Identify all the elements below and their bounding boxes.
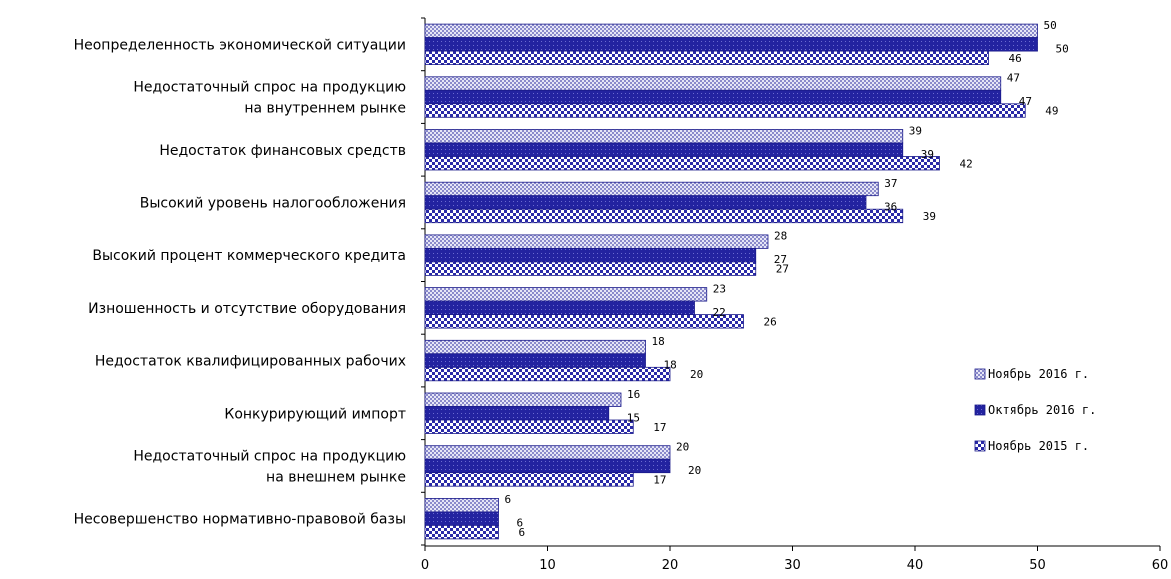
- bars-layer: [424, 23, 1038, 540]
- bar: [424, 525, 499, 540]
- data-label: 15: [627, 411, 640, 424]
- bar: [424, 181, 879, 197]
- data-label: 46: [1009, 52, 1022, 65]
- bar: [424, 366, 671, 382]
- legend: Ноябрь 2016 г. Октябрь 2016 г. Ноябрь 2015…: [974, 367, 1096, 453]
- bar: [424, 103, 1026, 118]
- bar: [424, 458, 671, 474]
- data-label: 27: [776, 263, 789, 276]
- data-label: 6: [517, 517, 524, 530]
- data-label: 47: [1007, 72, 1020, 85]
- bar: [424, 353, 646, 368]
- category-label: Недостаток финансовых средств: [159, 143, 406, 159]
- bar: [424, 37, 1038, 52]
- x-tick-label: 30: [784, 558, 801, 573]
- legend-label: Ноябрь 2015 г.: [988, 439, 1089, 453]
- category-label: Высокий уровень налогообложения: [140, 195, 406, 211]
- category-label: на внутреннем рынке: [244, 101, 406, 117]
- category-label: Высокий процент коммерческого кредита: [92, 248, 406, 264]
- bar: [424, 314, 744, 329]
- bar: [424, 50, 989, 65]
- axis-layer: 0 10 20 30 40 50 60: [421, 17, 1169, 573]
- category-label: Недостаточный спрос на продукцию: [133, 448, 406, 464]
- x-tick-label: 60: [1152, 558, 1169, 573]
- x-tick-label: 40: [907, 558, 924, 573]
- data-label: 42: [960, 157, 973, 170]
- data-label: 47: [1019, 95, 1032, 108]
- data-label: 36: [884, 200, 897, 213]
- bar: [424, 392, 622, 407]
- data-label: 26: [764, 315, 777, 328]
- bar: [424, 497, 499, 513]
- legend-swatch: [974, 440, 986, 452]
- data-label: 17: [653, 421, 666, 434]
- x-tick-label: 20: [662, 558, 679, 573]
- bar: [424, 156, 940, 171]
- category-label: Изношенность и отсутствие оборудования: [88, 301, 406, 317]
- category-label: Неопределенность экономической ситуации: [74, 37, 406, 53]
- bar: [424, 261, 757, 276]
- x-tick-label: 10: [539, 558, 556, 573]
- category-label: Недостаток квалифицированных рабочих: [95, 354, 406, 370]
- data-label: 39: [921, 148, 934, 161]
- data-label: 6: [519, 526, 526, 539]
- bar: [424, 76, 1002, 91]
- category-label: Несовершенство нормативно-правовой базы: [74, 512, 406, 528]
- x-tick-label: 0: [421, 558, 429, 573]
- data-label: 20: [676, 440, 689, 453]
- bar: [424, 339, 646, 355]
- data-label: 22: [713, 306, 726, 319]
- legend-swatch: [974, 404, 986, 416]
- data-label: 39: [923, 210, 936, 223]
- data-label: 16: [627, 388, 640, 401]
- data-label: 17: [653, 473, 666, 486]
- bar: [424, 419, 634, 434]
- data-label: 49: [1045, 105, 1058, 118]
- bar: [424, 195, 867, 210]
- bar: [424, 89, 1002, 105]
- data-label: 27: [774, 253, 787, 266]
- bar: [424, 511, 499, 526]
- data-label: 6: [505, 493, 512, 506]
- data-label: 23: [713, 282, 726, 295]
- data-label: 28: [774, 230, 787, 243]
- data-label: 50: [1044, 19, 1057, 32]
- bar: [424, 406, 610, 421]
- bar: [424, 23, 1038, 39]
- bar: [424, 472, 634, 487]
- bar: [424, 287, 708, 302]
- category-label: Конкурирующий импорт: [224, 406, 406, 422]
- data-label: 39: [909, 124, 922, 137]
- category-label: Недостаточный спрос на продукцию: [133, 80, 406, 96]
- data-label: 37: [884, 177, 897, 190]
- data-label: 20: [690, 368, 703, 381]
- bar: [424, 445, 671, 460]
- bar: [424, 142, 904, 157]
- x-tick-label: 50: [1029, 558, 1046, 573]
- bar: [424, 300, 695, 316]
- bar: [424, 247, 757, 263]
- bar: [424, 129, 904, 144]
- category-label: на внешнем рынке: [266, 469, 406, 485]
- data-label: 50: [1056, 42, 1069, 55]
- legend-label: Ноябрь 2016 г.: [988, 367, 1089, 381]
- legend-label: Октябрь 2016 г.: [988, 403, 1096, 417]
- legend-swatch: [974, 368, 986, 380]
- labels-layer: Неопределенность экономической ситуации 5…: [74, 19, 1069, 539]
- data-label: 20: [688, 464, 701, 477]
- bar: [424, 208, 904, 224]
- bar: [424, 234, 769, 249]
- data-label: 18: [652, 335, 665, 348]
- data-label: 18: [664, 359, 677, 372]
